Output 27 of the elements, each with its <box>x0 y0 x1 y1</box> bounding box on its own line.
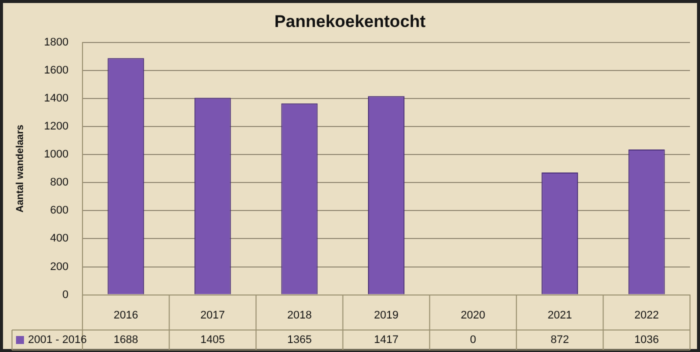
x-tick-label: 2020 <box>460 309 486 322</box>
data-label: 872 <box>550 334 569 346</box>
data-label: 0 <box>470 334 476 346</box>
data-label: 1405 <box>200 334 225 346</box>
y-tick-label: 1000 <box>44 148 68 161</box>
y-tick-label: 800 <box>50 176 68 189</box>
data-label: 1365 <box>287 334 312 346</box>
x-tick-label: 2016 <box>114 309 138 322</box>
x-tick-label: 2021 <box>548 309 572 322</box>
x-tick-label: 2017 <box>200 309 225 322</box>
y-tick-label: 1200 <box>44 120 68 133</box>
y-tick-label: 1600 <box>44 64 68 76</box>
x-tick-label: 2018 <box>287 309 312 322</box>
y-tick-label: 600 <box>50 204 68 217</box>
y-tick-label: 1400 <box>44 92 68 105</box>
chart-title: Pannekoekentocht <box>274 12 426 31</box>
x-tick-label: 2019 <box>374 309 398 322</box>
y-tick-label: 1800 <box>44 36 68 48</box>
y-axis-title: Aantal wandelaars <box>14 124 26 213</box>
y-tick-label: 200 <box>50 260 68 273</box>
data-label: 1688 <box>114 334 138 346</box>
data-label: 1036 <box>634 334 659 346</box>
y-tick-label: 0 <box>62 288 68 301</box>
x-tick-label: 2022 <box>634 309 659 322</box>
legend-label: 2001 - 2016 <box>28 334 87 346</box>
y-tick-label: 400 <box>50 232 68 245</box>
data-label: 1417 <box>374 334 398 346</box>
